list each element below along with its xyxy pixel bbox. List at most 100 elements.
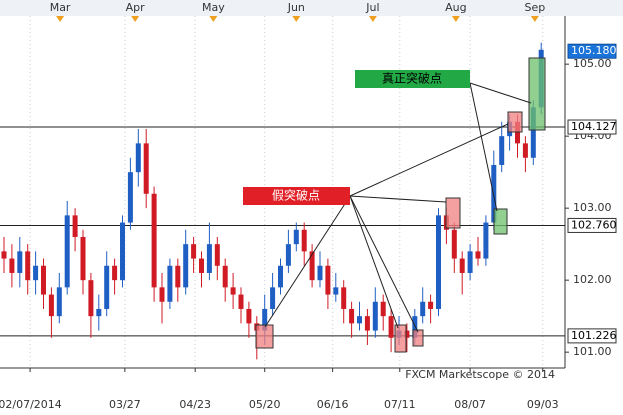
candle-body — [262, 308, 268, 331]
false-breakout-box — [445, 197, 461, 229]
highlights — [255, 57, 546, 353]
x-tick-label: 09/03 — [527, 398, 559, 411]
false-breakout-label: 假突破点 — [272, 188, 320, 203]
candle-body — [143, 143, 149, 194]
false-breakout-box — [507, 111, 523, 133]
true-breakout-box — [493, 208, 508, 235]
x-tick-label: 07/11 — [384, 398, 416, 411]
true-breakout-label: 真正突破点 — [382, 71, 442, 86]
candle-body — [25, 251, 31, 281]
false-breakout-box — [255, 324, 274, 349]
month-label: Jul — [365, 1, 379, 14]
candle-body — [475, 251, 481, 259]
candle-body — [135, 143, 141, 173]
candle-body — [183, 244, 189, 288]
candle-body — [428, 301, 434, 309]
candle-body — [341, 287, 347, 309]
candle-body — [349, 308, 355, 324]
candle-body — [530, 107, 536, 158]
watermark: FXCM Marketscope © 2014 — [405, 368, 555, 381]
candle-body — [151, 193, 157, 288]
candle-body — [380, 301, 386, 317]
x-tick-label: 02/07/2014 — [0, 398, 62, 411]
candle-body — [317, 265, 323, 281]
candle-body — [1, 251, 7, 259]
x-tick-label: 04/23 — [179, 398, 211, 411]
candle-body — [436, 215, 441, 309]
month-marker — [292, 16, 301, 22]
candle-body — [199, 258, 204, 273]
candle-body — [88, 280, 94, 317]
month-marker — [209, 16, 218, 22]
level-label: 104.127 — [571, 120, 617, 133]
candle-body — [499, 136, 505, 165]
y-tick-label: 103.00 — [573, 201, 612, 214]
candle-body — [270, 287, 276, 309]
candle-body — [206, 244, 212, 273]
x-tick-label: 06/16 — [317, 398, 349, 411]
pointer-line — [349, 195, 419, 333]
x-tick-label: 05/20 — [249, 398, 281, 411]
candle-body — [522, 143, 528, 158]
month-marker — [131, 16, 140, 22]
level-label: 101.226 — [571, 329, 617, 342]
candle-body — [96, 308, 102, 317]
candle-body — [17, 251, 23, 273]
pointer-line — [264, 195, 351, 328]
candle-body — [388, 316, 394, 338]
candle-body — [372, 301, 378, 331]
month-label: Mar — [50, 1, 71, 14]
false-breakout-box — [394, 324, 407, 353]
candle-body — [364, 316, 370, 331]
y-tick-label: 101.00 — [573, 345, 612, 358]
level-label: 102.760 — [571, 218, 617, 231]
candle-body — [285, 244, 291, 266]
candle-body — [301, 229, 307, 252]
candle-body — [246, 308, 252, 324]
candle-body — [222, 265, 228, 288]
candle-body — [325, 265, 331, 295]
true-breakout-box — [528, 57, 546, 131]
y-tick-label: 105.00 — [573, 57, 612, 70]
last-price-label: 105.180 — [571, 44, 617, 57]
candle-body — [48, 294, 54, 317]
month-label: Sep — [525, 1, 546, 14]
true-breakout-label-bg — [355, 70, 470, 88]
candle-body — [357, 316, 362, 324]
candle-body — [104, 265, 110, 309]
month-label: Apr — [126, 1, 146, 14]
month-marker — [368, 16, 377, 22]
candle-body — [64, 215, 70, 288]
last-price-bg — [567, 43, 617, 59]
pointer-lines — [264, 82, 532, 333]
month-marker — [56, 16, 65, 22]
false-breakout-label-bg — [243, 187, 350, 205]
pointer-line — [349, 195, 399, 329]
candle-body — [127, 172, 133, 223]
x-tick-label: 08/07 — [454, 398, 486, 411]
candle-body — [238, 294, 244, 309]
month-label: Jun — [287, 1, 305, 14]
candle-body — [278, 265, 283, 288]
candle-body — [451, 229, 457, 259]
candle-body — [214, 244, 220, 266]
candle-body — [467, 251, 473, 273]
pointer-line — [349, 195, 447, 203]
candle-body — [112, 265, 118, 281]
candle-body — [191, 244, 197, 259]
candle-body — [515, 121, 520, 144]
month-marker — [451, 16, 460, 22]
candle-body — [230, 287, 236, 295]
candle-body — [459, 258, 465, 273]
candle-body — [404, 330, 410, 338]
candle-body — [120, 222, 125, 281]
pointer-line — [469, 82, 498, 212]
candle-body — [56, 287, 62, 317]
candle-body — [309, 251, 315, 281]
month-label: May — [202, 1, 225, 14]
level-label-bg — [567, 217, 617, 233]
candle-body — [175, 265, 181, 288]
candle-body — [483, 222, 489, 259]
